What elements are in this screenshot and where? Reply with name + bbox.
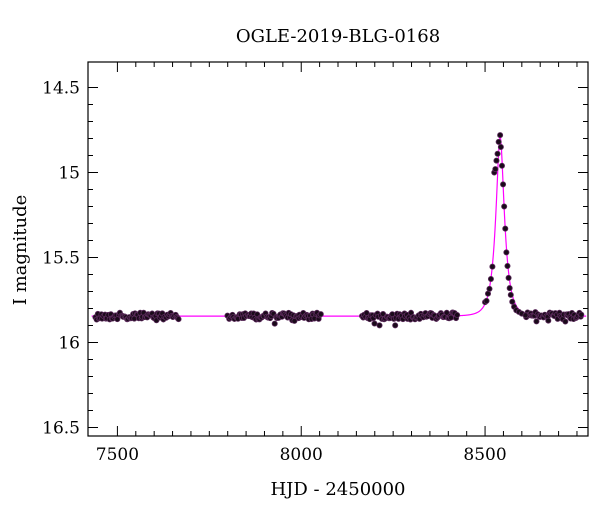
data-point [317, 311, 324, 318]
y-tick-label: 14.5 [42, 79, 80, 99]
data-point [562, 318, 569, 325]
x-tick-label: 8500 [463, 445, 506, 465]
x-tick-label: 7500 [96, 445, 139, 465]
x-tick-label: 8000 [280, 445, 323, 465]
data-point [507, 291, 514, 298]
y-tick-label: 16 [58, 334, 80, 354]
data-point [483, 297, 490, 304]
data-point [503, 249, 510, 256]
data-point [497, 143, 504, 150]
data-point [454, 312, 461, 319]
y-tick-label: 16.5 [42, 419, 80, 439]
data-point [492, 166, 499, 173]
data-point [392, 322, 399, 329]
x-axis-label: HJD - 2450000 [270, 479, 405, 500]
plot-frame [87, 61, 589, 437]
data-point [494, 150, 501, 157]
data-point [175, 316, 182, 323]
data-point [509, 298, 516, 305]
data-point [504, 262, 511, 269]
data-point [533, 318, 540, 325]
data-point [498, 162, 505, 169]
y-tick-label: 15 [58, 164, 80, 184]
data-point [493, 157, 500, 164]
data-point [522, 312, 529, 319]
data-point [487, 275, 494, 282]
data-point [502, 225, 509, 232]
data-point [489, 263, 496, 270]
y-tick-label: 15.5 [42, 249, 80, 269]
data-point [497, 132, 504, 139]
data-point [501, 203, 508, 210]
data-point [376, 322, 383, 329]
data-point [486, 285, 493, 292]
data-point [505, 274, 512, 281]
data-point [545, 317, 552, 324]
data-point [506, 285, 513, 292]
data-point [500, 181, 507, 188]
data-point [447, 314, 454, 321]
data-point [371, 320, 378, 327]
chart-title: OGLE-2019-BLG-0168 [236, 26, 440, 47]
data-point [271, 320, 278, 327]
data-point [495, 138, 502, 145]
data-point [578, 311, 585, 318]
plot-area: 7500 8000 8500 14.5 15 15.5 16 16.5 [42, 61, 589, 465]
y-axis-label: I magnitude [10, 195, 31, 306]
